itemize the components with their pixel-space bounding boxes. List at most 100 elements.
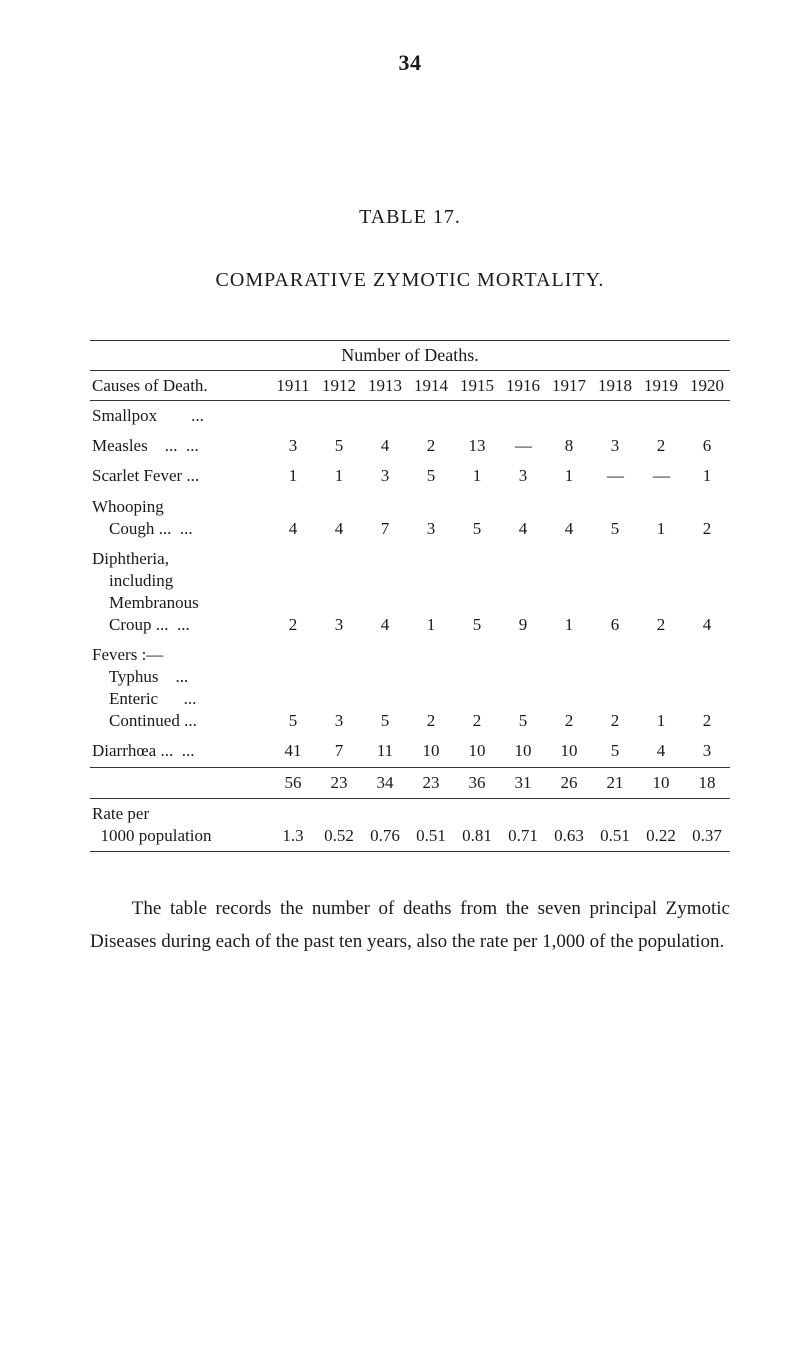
row-label: Rate per 1000 population bbox=[90, 798, 270, 851]
table-label: TABLE 17. bbox=[90, 206, 730, 229]
cell-value: 5 bbox=[592, 736, 638, 767]
cell-value: 7 bbox=[316, 736, 362, 767]
table-row: Diphtheria, including Membranous Croup .… bbox=[90, 544, 730, 640]
cell-value: 4 bbox=[500, 492, 546, 544]
cell-value: 2 bbox=[408, 640, 454, 736]
cell-value: 5 bbox=[500, 640, 546, 736]
cell-value: 0.51 bbox=[592, 798, 638, 851]
year-head: 1917 bbox=[546, 371, 592, 401]
cell-value: 2 bbox=[270, 544, 316, 640]
cell-value: 4 bbox=[684, 544, 730, 640]
cell-value: 7 bbox=[362, 492, 408, 544]
table-row: Smallpox ... bbox=[90, 401, 730, 432]
cell-value: 5 bbox=[592, 492, 638, 544]
cell-value bbox=[546, 401, 592, 432]
cell-value: — bbox=[592, 461, 638, 491]
cell-value: 0.63 bbox=[546, 798, 592, 851]
year-head: 1915 bbox=[454, 371, 500, 401]
mortality-table-wrap: Number of Deaths. Causes of Death. 1911 … bbox=[90, 340, 730, 852]
cell-value: 5 bbox=[454, 492, 500, 544]
cell-value bbox=[362, 401, 408, 432]
cell-value bbox=[500, 401, 546, 432]
cell-value: 3 bbox=[500, 461, 546, 491]
cell-value: 4 bbox=[270, 492, 316, 544]
cell-value bbox=[638, 401, 684, 432]
cell-value: 1 bbox=[638, 492, 684, 544]
cell-value: 41 bbox=[270, 736, 316, 767]
cell-value: 5 bbox=[454, 544, 500, 640]
cell-value: 10 bbox=[408, 736, 454, 767]
cell-value: 4 bbox=[362, 431, 408, 461]
row-label: Fevers :— Typhus ... Enteric ... Continu… bbox=[90, 640, 270, 736]
cell-value: 3 bbox=[316, 544, 362, 640]
cell-value: 3 bbox=[592, 431, 638, 461]
cell-value: 4 bbox=[546, 492, 592, 544]
cell-value: 6 bbox=[684, 431, 730, 461]
year-head: 1920 bbox=[684, 371, 730, 401]
cell-value: — bbox=[500, 431, 546, 461]
row-label: Diphtheria, including Membranous Croup .… bbox=[90, 544, 270, 640]
cell-value: 26 bbox=[546, 767, 592, 798]
cell-value: 5 bbox=[408, 461, 454, 491]
table-title: COMPARATIVE ZYMOTIC MORTALITY. bbox=[90, 269, 730, 292]
mortality-table: Number of Deaths. Causes of Death. 1911 … bbox=[90, 341, 730, 851]
cell-value: 34 bbox=[362, 767, 408, 798]
cell-value: 5 bbox=[270, 640, 316, 736]
row-label: Smallpox ... bbox=[90, 401, 270, 432]
cell-value: 1 bbox=[684, 461, 730, 491]
row-label: Whooping Cough ... ... bbox=[90, 492, 270, 544]
cell-value: 1 bbox=[270, 461, 316, 491]
cell-value: 10 bbox=[638, 767, 684, 798]
cell-value: 56 bbox=[270, 767, 316, 798]
cell-value: 0.71 bbox=[500, 798, 546, 851]
number-of-deaths-header: Number of Deaths. bbox=[90, 341, 730, 371]
cell-value bbox=[408, 401, 454, 432]
cell-value: 3 bbox=[408, 492, 454, 544]
year-head: 1912 bbox=[316, 371, 362, 401]
table-row: Diarrhœa ... ...4171110101010543 bbox=[90, 736, 730, 767]
year-head: 1914 bbox=[408, 371, 454, 401]
cell-value: 31 bbox=[500, 767, 546, 798]
row-label bbox=[90, 767, 270, 798]
cell-value: 1 bbox=[408, 544, 454, 640]
cell-value: 4 bbox=[316, 492, 362, 544]
year-head: 1919 bbox=[638, 371, 684, 401]
row-label: Diarrhœa ... ... bbox=[90, 736, 270, 767]
cell-value: 9 bbox=[500, 544, 546, 640]
cell-value: 3 bbox=[316, 640, 362, 736]
cell-value: 2 bbox=[638, 544, 684, 640]
cell-value: 3 bbox=[270, 431, 316, 461]
cell-value: 2 bbox=[408, 431, 454, 461]
table-row: Fevers :— Typhus ... Enteric ... Continu… bbox=[90, 640, 730, 736]
page: 34 TABLE 17. COMPARATIVE ZYMOTIC MORTALI… bbox=[0, 0, 800, 1364]
year-head: 1916 bbox=[500, 371, 546, 401]
year-head: 1918 bbox=[592, 371, 638, 401]
cell-value: 2 bbox=[684, 492, 730, 544]
cell-value: 5 bbox=[316, 431, 362, 461]
cell-value: 2 bbox=[546, 640, 592, 736]
cell-value: 2 bbox=[684, 640, 730, 736]
cell-value: — bbox=[638, 461, 684, 491]
cell-value: 2 bbox=[454, 640, 500, 736]
cell-value bbox=[684, 401, 730, 432]
cell-value: 13 bbox=[454, 431, 500, 461]
cell-value: 1 bbox=[546, 461, 592, 491]
table-row: Whooping Cough ... ...4473544512 bbox=[90, 492, 730, 544]
table-row: Rate per 1000 population1.30.520.760.510… bbox=[90, 798, 730, 851]
cell-value bbox=[270, 401, 316, 432]
footnote-paragraph: The table records the number of deaths f… bbox=[90, 892, 730, 959]
table-row: Scarlet Fever ...1135131——1 bbox=[90, 461, 730, 491]
cell-value: 21 bbox=[592, 767, 638, 798]
causes-of-death-header: Causes of Death. bbox=[90, 371, 270, 401]
totals-row: 56233423363126211018 bbox=[90, 767, 730, 798]
cell-value: 3 bbox=[362, 461, 408, 491]
table-body: Smallpox ...Measles ... ...354213—8326Sc… bbox=[90, 401, 730, 851]
cell-value: 0.81 bbox=[454, 798, 500, 851]
cell-value: 4 bbox=[362, 544, 408, 640]
cell-value bbox=[592, 401, 638, 432]
cell-value: 23 bbox=[316, 767, 362, 798]
cell-value: 0.52 bbox=[316, 798, 362, 851]
cell-value: 2 bbox=[638, 431, 684, 461]
cell-value: 36 bbox=[454, 767, 500, 798]
cell-value: 0.51 bbox=[408, 798, 454, 851]
